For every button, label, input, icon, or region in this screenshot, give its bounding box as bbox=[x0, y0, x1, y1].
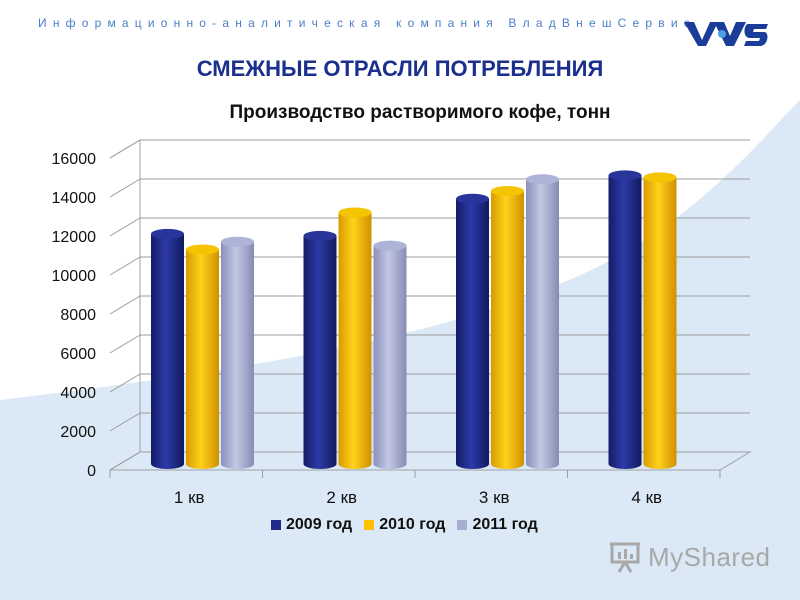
bar-2011 год-3 кв bbox=[526, 174, 559, 470]
y-tick-label: 2000 bbox=[60, 424, 96, 441]
gridline-diagonal bbox=[109, 334, 141, 354]
bar-body bbox=[526, 179, 559, 470]
bar-2010 год-3 кв bbox=[491, 186, 524, 469]
y-tick-label: 12000 bbox=[52, 229, 97, 246]
watermark-text: MyShared bbox=[648, 542, 771, 572]
bar-body bbox=[186, 249, 219, 469]
legend-swatch-2011 bbox=[457, 520, 468, 530]
x-tick-label: 3 кв bbox=[479, 488, 510, 507]
y-tick-label: 8000 bbox=[60, 307, 96, 324]
bar-2009 год-1 кв bbox=[151, 228, 184, 469]
legend-item-2011: 2011 год bbox=[457, 516, 538, 534]
x-tick-label: 1 кв bbox=[174, 488, 205, 507]
bar-top bbox=[643, 172, 677, 183]
bar-2010 год-1 кв bbox=[186, 244, 219, 469]
bar-top bbox=[221, 236, 254, 247]
bar-top bbox=[456, 193, 489, 204]
bar-2009 год-2 кв bbox=[303, 230, 337, 469]
bar-2009 год-4 кв bbox=[608, 170, 642, 469]
chart-legend: 2009 год 2010 год 2011 год bbox=[271, 516, 538, 534]
y-tick-label: 0 bbox=[87, 463, 96, 480]
bar-body bbox=[221, 241, 254, 469]
gridline-diagonal bbox=[109, 256, 141, 276]
bar-top bbox=[526, 174, 559, 185]
legend-label-2009: 2009 год bbox=[286, 516, 353, 533]
gridline-diagonal bbox=[109, 412, 141, 432]
bar-top bbox=[608, 170, 642, 181]
bar-body bbox=[491, 191, 524, 469]
x-tick-label: 2 кв bbox=[326, 488, 357, 507]
legend-swatch-2010 bbox=[364, 520, 375, 530]
watermark: MyShared bbox=[608, 538, 778, 578]
gridline-diagonal bbox=[109, 217, 141, 237]
presentation-icon bbox=[610, 542, 640, 573]
company-name: Информационно-аналитическая компания Вла… bbox=[38, 16, 696, 30]
bar-top bbox=[491, 186, 524, 196]
bar-body bbox=[338, 212, 372, 469]
bar-2010 год-4 кв bbox=[643, 172, 677, 469]
y-tick-label: 16000 bbox=[52, 151, 97, 168]
bar-2011 год-1 кв bbox=[221, 236, 254, 469]
gridline-diagonal bbox=[109, 295, 141, 315]
bar-2011 год-2 кв bbox=[373, 240, 407, 469]
legend-label-2010: 2010 год bbox=[379, 516, 446, 533]
bar-body bbox=[303, 235, 337, 469]
bar-body bbox=[151, 233, 184, 469]
bar-body bbox=[643, 177, 677, 469]
company-logo bbox=[684, 22, 768, 46]
chart-title: Производство растворимого кофе, тонн bbox=[229, 102, 611, 123]
y-tick-label: 4000 bbox=[60, 385, 96, 402]
bar-2009 год-3 кв bbox=[456, 193, 489, 470]
bar-2010 год-2 кв bbox=[338, 207, 372, 469]
y-tick-label: 10000 bbox=[52, 268, 97, 285]
bar-top bbox=[303, 230, 337, 241]
page-title: СМЕЖНЫЕ ОТРАСЛИ ПОТРЕБЛЕНИЯ bbox=[196, 56, 604, 81]
bar-body bbox=[373, 245, 407, 469]
bar-top bbox=[338, 207, 372, 218]
legend-label-2011: 2011 год bbox=[472, 516, 538, 533]
gridline-diagonal bbox=[109, 139, 141, 159]
x-tick-label: 4 кв bbox=[631, 488, 662, 507]
bar-body bbox=[608, 175, 642, 469]
bar-top bbox=[373, 240, 407, 251]
bar-top bbox=[186, 244, 219, 255]
legend-item-2010: 2010 год bbox=[364, 516, 445, 534]
bar-top bbox=[151, 228, 184, 239]
gridline-diagonal bbox=[109, 373, 141, 393]
gridline-diagonal bbox=[109, 451, 141, 471]
y-tick-label: 14000 bbox=[52, 190, 97, 207]
legend-item-2009: 2009 год bbox=[271, 516, 352, 534]
gridline-diagonal bbox=[109, 178, 141, 198]
legend-swatch-2009 bbox=[271, 520, 281, 530]
y-tick-label: 6000 bbox=[60, 346, 96, 363]
bar-body bbox=[456, 198, 489, 470]
